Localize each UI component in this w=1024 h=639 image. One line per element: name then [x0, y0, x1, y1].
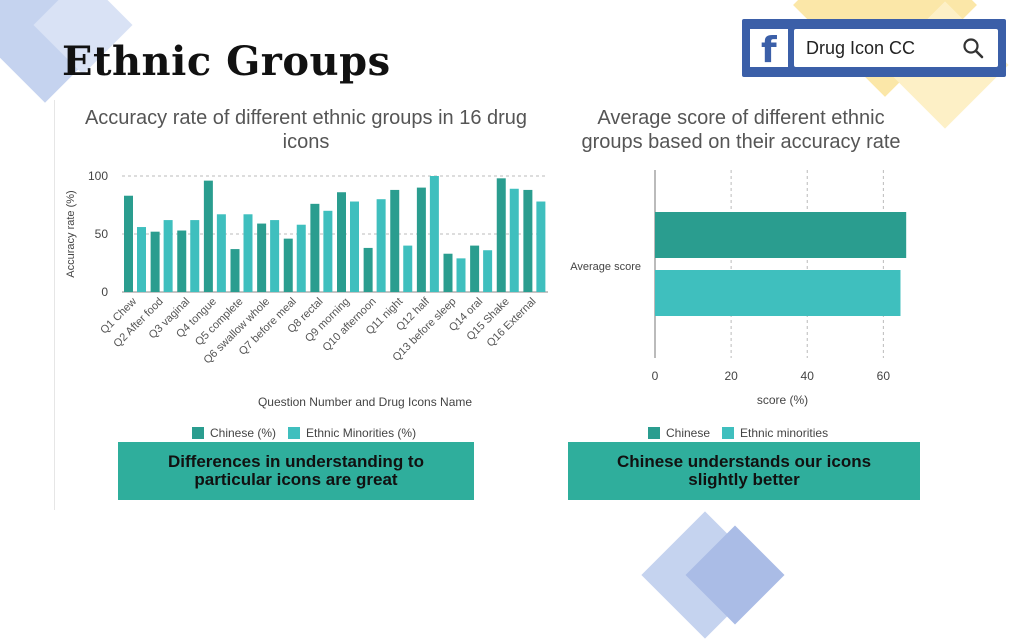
left-chart-title: Accuracy rate of different ethnic groups… — [84, 107, 528, 153]
legend-label-minorities: Ethnic minorities — [740, 426, 829, 440]
y-tick-label: 100 — [88, 169, 108, 183]
bar-chinese — [390, 189, 400, 292]
page-title: Ethnic Groups — [62, 38, 391, 85]
bar-chinese — [230, 249, 240, 292]
panel-divider — [54, 100, 55, 510]
search-text: Drug Icon CC — [806, 38, 916, 58]
left-note-line2: particular icons are great — [194, 470, 398, 489]
bar-chinese — [655, 212, 907, 258]
search-input[interactable]: Drug Icon CC — [794, 29, 998, 67]
x-axis-label: Question Number and Drug Icons Name — [258, 395, 472, 409]
bar-chinese — [177, 230, 187, 292]
right-bar-chart: 0 20 40 60 Average score score (%) — [570, 170, 907, 407]
right-chart-title: Average score of different ethnic groups… — [581, 107, 901, 153]
bar-minorities — [323, 210, 333, 292]
bar-minorities — [509, 188, 519, 292]
bar-chinese — [257, 223, 267, 292]
right-note-line2: slightly better — [688, 470, 800, 489]
bar-minorities — [216, 214, 226, 292]
bar-minorities — [350, 201, 359, 292]
bar-chinese — [496, 178, 506, 292]
bar-minorities — [536, 201, 546, 292]
left-legend: Chinese (%) Ethnic Minorities (%) — [192, 426, 416, 440]
bar-minorities — [296, 224, 306, 292]
bar-minorities — [483, 250, 493, 292]
left-note: Differences in understanding to particul… — [118, 442, 474, 500]
y-tick-label: 0 — [101, 285, 108, 299]
right-note-line1: Chinese understands our icons — [616, 452, 872, 471]
legend-label-minorities: Ethnic Minorities (%) — [306, 426, 417, 440]
bar-minorities — [270, 220, 280, 292]
bar-chinese — [150, 231, 160, 292]
bar-minorities — [403, 245, 413, 292]
bar-chinese — [124, 195, 133, 292]
bar-chinese — [203, 180, 213, 292]
search-icon[interactable] — [962, 37, 984, 59]
x-tick-label: 20 — [724, 369, 738, 383]
legend-swatch-minorities — [288, 427, 301, 439]
facebook-search-widget: f Drug Icon CC — [742, 19, 1006, 77]
bar-chinese — [523, 189, 533, 292]
legend-swatch-minorities — [722, 427, 735, 439]
left-note-line1: Differences in understanding to — [168, 452, 424, 471]
bar-minorities — [429, 176, 439, 292]
bar-minorities — [163, 220, 173, 292]
legend-swatch-chinese — [648, 427, 660, 439]
y-tick-label: 50 — [95, 227, 109, 241]
y-axis-label: Accuracy rate (%) — [65, 190, 77, 277]
bar-chinese — [337, 192, 346, 292]
x-tick-label: 40 — [801, 369, 815, 383]
y-tick-label: Average score — [570, 261, 641, 273]
bar-chinese — [283, 238, 293, 292]
bar-minorities — [137, 227, 146, 292]
bar-minorities — [456, 258, 466, 292]
bar-chinese — [363, 247, 373, 292]
right-legend: Chinese Ethnic minorities — [648, 426, 828, 440]
x-axis-label: score (%) — [757, 393, 808, 407]
x-tick-label: 0 — [652, 369, 659, 383]
bar-minorities — [243, 214, 253, 292]
bar-chinese — [470, 245, 480, 292]
bar-minorities — [376, 199, 386, 292]
legend-label-chinese: Chinese (%) — [210, 426, 277, 440]
x-tick-label: 60 — [877, 369, 891, 383]
legend-label-chinese: Chinese — [666, 426, 711, 440]
bar-chinese — [310, 203, 320, 292]
bar-chinese — [416, 187, 426, 292]
right-note: Chinese understands our icons slightly b… — [568, 442, 920, 500]
legend-swatch-chinese — [192, 427, 204, 439]
facebook-icon[interactable]: f — [750, 29, 788, 71]
bar-minorities — [190, 220, 200, 292]
bar-chinese — [443, 253, 453, 292]
bar-minorities — [655, 270, 901, 316]
